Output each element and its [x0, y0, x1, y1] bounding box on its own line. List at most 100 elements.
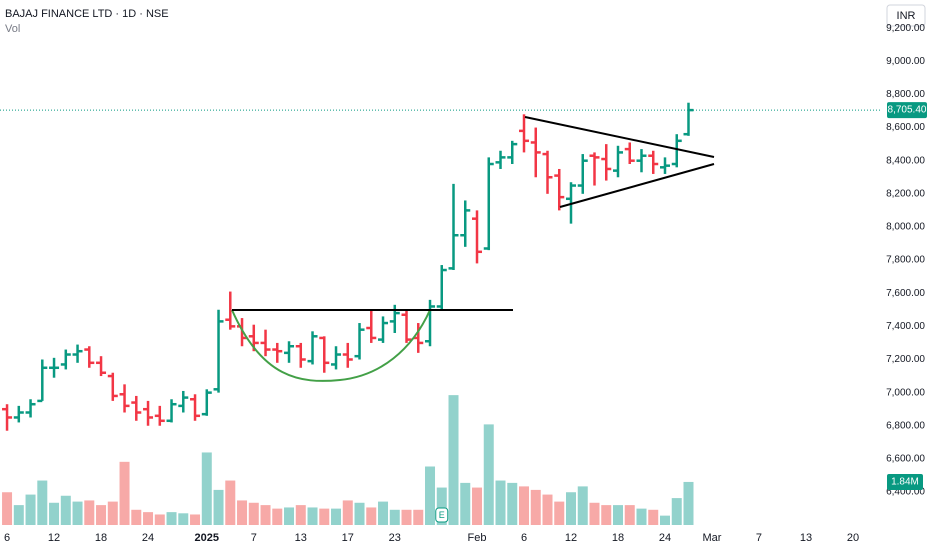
x-tick-label: 17	[342, 532, 354, 544]
volume-bar	[166, 512, 177, 525]
volume-bar	[13, 505, 24, 525]
volume-title: Vol	[5, 23, 20, 35]
volume-bar	[225, 480, 236, 525]
last-price-label: 8,705.40	[888, 105, 927, 116]
volume-bar	[659, 515, 670, 525]
volume-bar	[671, 498, 682, 525]
x-tick-label: 24	[659, 532, 671, 544]
volume-bar	[131, 509, 142, 525]
volume-bar	[507, 482, 518, 525]
volume-bar	[612, 505, 623, 525]
chart-title: BAJAJ FINANCE LTD · 1D · NSE	[5, 8, 169, 20]
volume-bar	[624, 505, 635, 525]
volume-bar	[401, 509, 412, 525]
volume-bar	[190, 514, 201, 525]
y-tick-label: 7,400.00	[886, 321, 925, 332]
volume-bar	[201, 452, 212, 525]
volume-bar	[495, 480, 506, 525]
x-tick-label: 20	[847, 532, 859, 544]
volume-bar	[472, 487, 483, 525]
volume-bar	[143, 512, 154, 525]
y-tick-label: 6,400.00	[886, 487, 925, 498]
volume-bar	[378, 501, 389, 525]
cup-curve	[231, 309, 431, 382]
x-tick-label: 12	[565, 532, 577, 544]
volume-bar	[25, 494, 36, 525]
y-tick-label: 8,200.00	[886, 188, 925, 199]
y-tick-label: 8,600.00	[886, 122, 925, 133]
y-tick-label: 7,800.00	[886, 255, 925, 266]
x-tick-label: Mar	[703, 532, 722, 544]
y-tick-label: 8,800.00	[886, 89, 925, 100]
x-tick-label: Feb	[468, 532, 487, 544]
x-tick-label: 23	[389, 532, 401, 544]
volume-bar	[589, 502, 600, 525]
x-tick-label: 2025	[195, 532, 219, 544]
volume-bar	[107, 501, 118, 525]
volume-bar	[542, 494, 553, 525]
volume-bar	[354, 502, 365, 525]
y-tick-label: 6,800.00	[886, 420, 925, 431]
volume-bar	[366, 507, 377, 525]
volume-bar	[237, 500, 248, 525]
volume-bar	[284, 507, 295, 525]
volume-bar	[389, 509, 400, 525]
x-tick-label: 12	[48, 532, 60, 544]
volume-bar	[213, 489, 224, 525]
overlay-layer: BAJAJ FINANCE LTD · 1D · NSE Vol INR	[5, 4, 926, 35]
triangle-upper	[524, 116, 715, 158]
x-tick-label: 7	[756, 532, 762, 544]
volume-bar	[342, 500, 353, 525]
y-tick-label: 9,200.00	[886, 23, 925, 34]
event-marker-box	[435, 507, 449, 523]
volume-bar	[636, 508, 647, 525]
x-tick-label: 6	[521, 532, 527, 544]
volume-bar	[648, 509, 659, 525]
volume-bar	[60, 495, 71, 525]
triangle-lower	[559, 163, 715, 208]
volume-bar	[178, 513, 189, 525]
volume-bar	[260, 505, 271, 525]
volume-bar	[49, 502, 60, 525]
volume-bar	[119, 461, 130, 525]
volume-bar	[37, 480, 48, 525]
volume-bar	[295, 505, 306, 525]
currency[interactable]: INR	[897, 10, 916, 22]
volume-bar	[530, 489, 541, 525]
volume-bar	[154, 514, 165, 525]
currency-button[interactable]	[886, 4, 926, 27]
x-tick-label: 13	[295, 532, 307, 544]
x-tick-label: 18	[612, 532, 624, 544]
event-marker: E	[439, 510, 445, 520]
y-tick-label: 7,000.00	[886, 387, 925, 398]
volume-bar	[683, 481, 694, 525]
y-tick-label: 9,000.00	[886, 56, 925, 67]
volume-bar	[601, 505, 612, 525]
volume-bar	[483, 424, 494, 525]
volume-bar	[436, 487, 447, 525]
volume-bar	[96, 505, 107, 525]
volume-bar	[2, 492, 13, 525]
x-tick-label: 18	[95, 532, 107, 544]
volume-bar	[519, 486, 530, 525]
volume-bar	[554, 501, 565, 525]
x-tick-label: 6	[4, 532, 10, 544]
y-tick-label: 7,600.00	[886, 288, 925, 299]
volume-bar	[425, 466, 436, 525]
volume-bar	[272, 508, 283, 525]
y-tick-label: 7,200.00	[886, 354, 925, 365]
x-tick-label: 13	[800, 532, 812, 544]
volume-bar	[448, 395, 459, 525]
y-tick-label: 6,600.00	[886, 454, 925, 465]
volume-label-box	[887, 473, 923, 490]
volume-bar	[577, 486, 588, 525]
volume-label: 1.84M	[891, 477, 919, 488]
volume-bar	[319, 508, 330, 525]
volume-bar	[84, 500, 95, 525]
volume-bar	[307, 507, 318, 525]
x-tick-label: 7	[251, 532, 257, 544]
last-price-box	[887, 102, 927, 119]
volume-bar	[413, 509, 424, 525]
